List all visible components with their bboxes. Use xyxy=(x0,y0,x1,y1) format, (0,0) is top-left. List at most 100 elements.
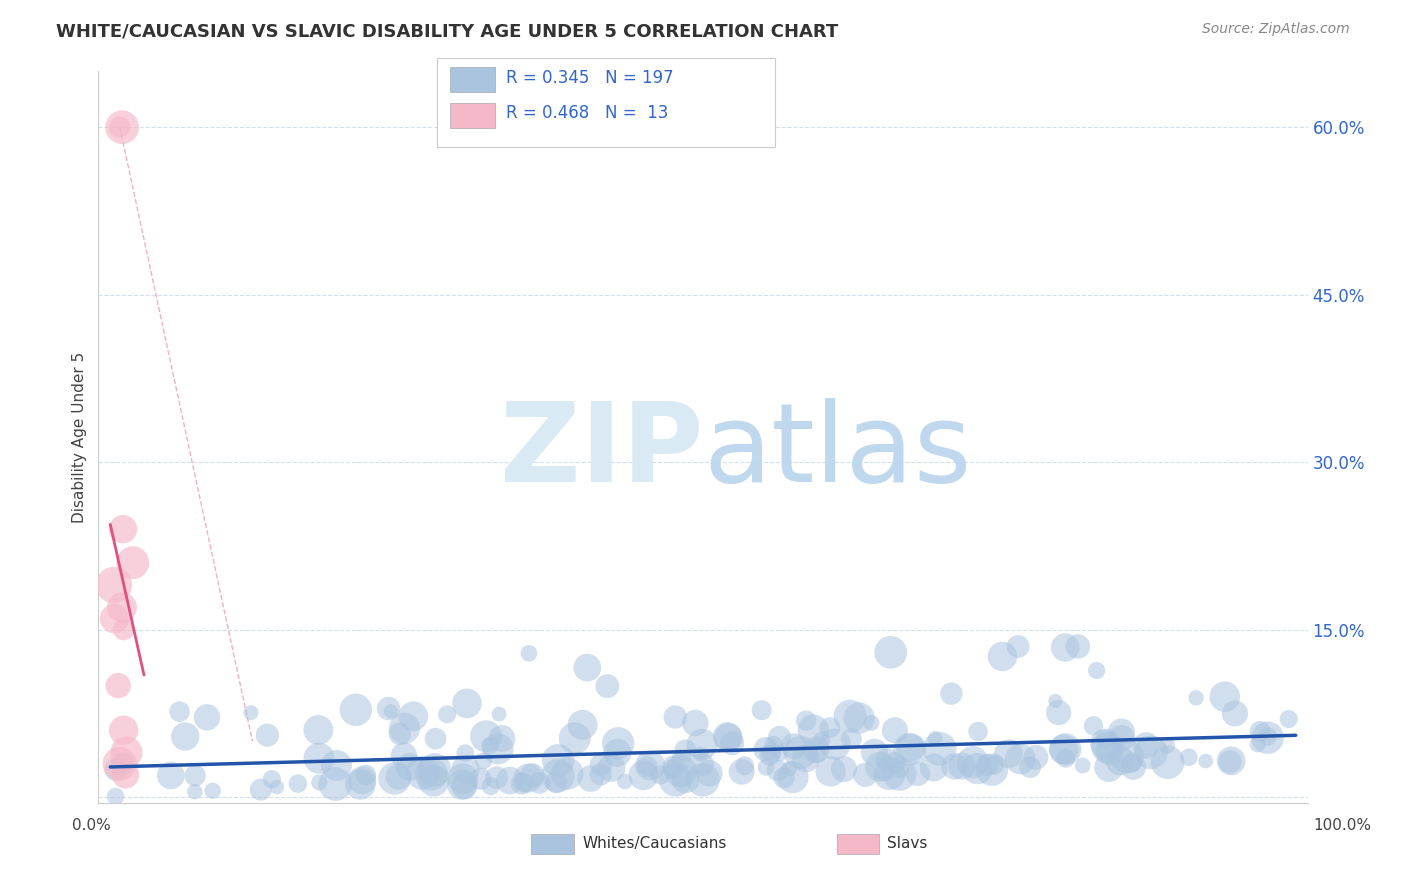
Point xyxy=(547,769,569,783)
Point xyxy=(1257,731,1279,745)
Point xyxy=(256,728,278,742)
Point xyxy=(768,731,790,745)
Point xyxy=(924,731,946,746)
Y-axis label: Disability Age Under 5: Disability Age Under 5 xyxy=(72,351,87,523)
Point xyxy=(451,778,474,792)
Text: Source: ZipAtlas.com: Source: ZipAtlas.com xyxy=(1202,22,1350,37)
Point xyxy=(1116,750,1139,764)
Point xyxy=(547,753,569,767)
Point xyxy=(633,768,655,782)
Point xyxy=(112,623,135,637)
Point xyxy=(1098,744,1121,758)
Point xyxy=(877,766,900,780)
Point xyxy=(873,764,896,779)
Point xyxy=(111,756,134,771)
Point xyxy=(730,764,752,779)
Point xyxy=(889,767,911,781)
Point xyxy=(488,707,510,722)
Point xyxy=(860,715,883,730)
Point xyxy=(794,714,817,728)
Point xyxy=(685,715,707,730)
Point xyxy=(423,763,446,777)
Point xyxy=(529,776,551,790)
Point xyxy=(546,775,568,789)
Point xyxy=(160,768,183,782)
Point xyxy=(980,763,1002,777)
Point xyxy=(114,768,136,782)
Point xyxy=(1111,724,1133,739)
Point xyxy=(664,710,686,724)
Point xyxy=(869,760,891,774)
Point xyxy=(1007,640,1029,654)
Point xyxy=(499,773,522,788)
Point xyxy=(966,762,988,776)
Point xyxy=(613,774,636,789)
Point xyxy=(967,724,990,739)
Point xyxy=(475,729,498,743)
Point xyxy=(394,721,416,735)
Text: R = 0.468   N =  13: R = 0.468 N = 13 xyxy=(506,104,668,122)
Point xyxy=(638,758,661,772)
Text: Whites/Caucasians: Whites/Caucasians xyxy=(582,837,727,851)
Point xyxy=(636,759,658,773)
Point xyxy=(260,772,283,786)
Point xyxy=(555,766,578,780)
Point xyxy=(675,772,697,786)
Point xyxy=(436,707,458,722)
Point xyxy=(853,768,876,782)
Point xyxy=(308,775,330,789)
Point xyxy=(1195,754,1218,768)
Point xyxy=(1053,742,1076,756)
Point xyxy=(169,705,191,719)
Point xyxy=(1219,755,1241,769)
Point xyxy=(184,769,207,783)
Point xyxy=(779,762,801,776)
Point xyxy=(1109,754,1132,768)
Point xyxy=(879,645,901,659)
Point xyxy=(195,710,218,724)
Point xyxy=(576,660,599,674)
Point xyxy=(1010,752,1032,766)
Point xyxy=(820,764,842,779)
Point xyxy=(1156,756,1178,770)
Point xyxy=(1098,760,1121,774)
Point xyxy=(863,745,886,759)
Point xyxy=(976,758,998,772)
Point xyxy=(962,756,984,770)
Point xyxy=(883,756,905,770)
Point xyxy=(239,706,262,720)
Point xyxy=(801,723,824,738)
Point xyxy=(689,747,711,762)
Point xyxy=(841,731,863,746)
Point xyxy=(755,742,778,756)
Point xyxy=(354,768,377,782)
Point xyxy=(398,760,420,774)
Point xyxy=(928,742,950,756)
Point xyxy=(121,556,143,570)
Point xyxy=(1185,690,1208,705)
Point xyxy=(425,731,447,746)
Point xyxy=(1047,706,1070,720)
Point xyxy=(104,789,127,804)
Point xyxy=(486,742,509,756)
Point xyxy=(325,758,347,772)
Point xyxy=(1095,740,1118,755)
Point xyxy=(112,723,135,738)
Point xyxy=(883,723,905,738)
Point xyxy=(761,746,783,760)
Point xyxy=(671,753,693,767)
Point xyxy=(662,760,685,774)
Point xyxy=(1067,640,1090,654)
Point xyxy=(876,753,898,767)
Point xyxy=(579,772,602,786)
Point xyxy=(325,777,347,791)
Point xyxy=(692,772,714,787)
Point xyxy=(664,772,686,787)
Point xyxy=(111,600,134,615)
Text: 100.0%: 100.0% xyxy=(1313,818,1372,832)
Point xyxy=(456,697,478,711)
Point xyxy=(111,522,134,536)
Point xyxy=(943,759,966,773)
Point xyxy=(789,746,811,760)
Point xyxy=(762,738,785,752)
